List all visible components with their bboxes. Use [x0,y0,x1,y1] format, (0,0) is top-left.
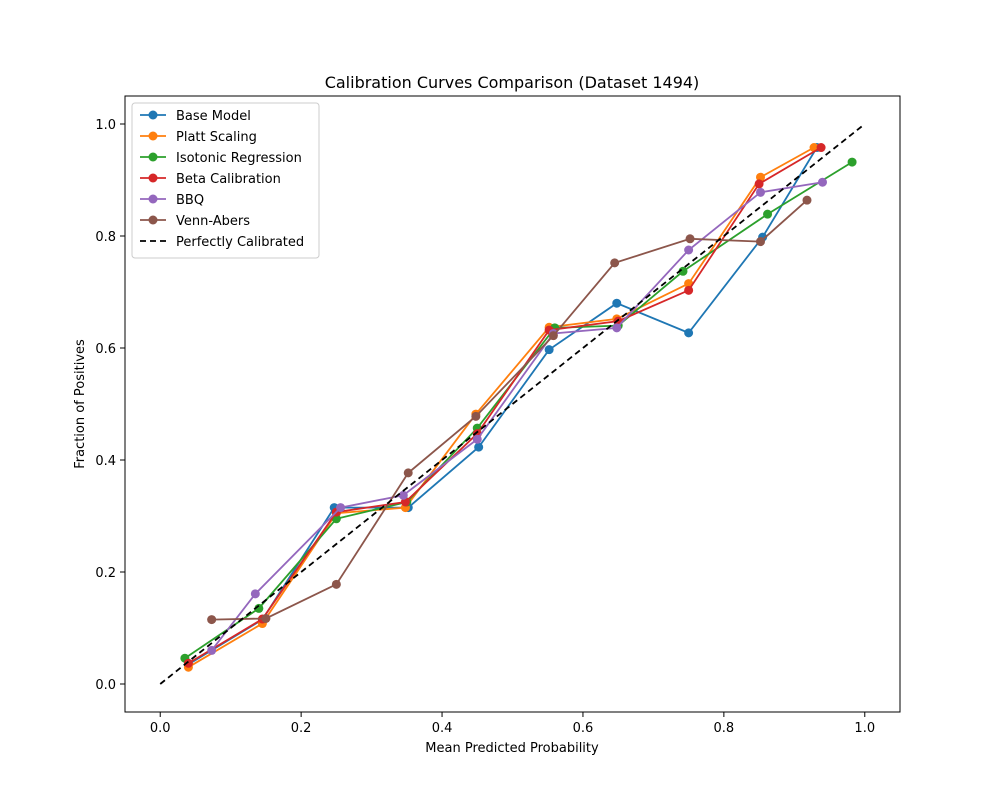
legend-box [131,102,320,259]
data-point [612,323,622,333]
data-point [336,503,346,513]
x-axis-label: Mean Predicted Probability [425,741,599,756]
y-tick-label: 0.2 [95,566,116,581]
x-tick-label: 0.2 [291,721,312,736]
data-point [684,285,694,295]
legend-item: Venn-Abers [140,214,250,229]
legend-label: Platt Scaling [176,130,257,145]
x-tick-label: 0.8 [714,721,735,736]
series-line [210,181,823,651]
data-point [472,434,482,444]
legend-label: Perfectly Calibrated [176,235,304,250]
legend-item: Beta Calibration [140,172,281,187]
series-line [187,146,815,668]
legend-marker [148,110,158,120]
data-point [684,245,694,255]
series-bbq [207,177,827,655]
data-point [548,331,558,341]
data-point [254,603,264,613]
data-point [847,157,857,167]
legend-label: Venn-Abers [176,214,250,229]
series-venn-abers [207,195,812,625]
legend-label: Isotonic Regression [176,151,302,166]
legend-marker [148,173,158,183]
y-tick-label: 0.8 [95,230,116,245]
legend-item: BBQ [140,193,204,208]
y-tick-label: 0.0 [95,678,116,693]
legend-label: BBQ [176,193,204,208]
plot-area: 0.0 0.2 0.4 0.6 0.8 1.0 0.0 0.2 0.4 0.6 0.8 1.0 [95,95,901,736]
legend-item: Platt Scaling [140,130,257,145]
legend-item: Isotonic Regression [140,151,302,166]
chart-title: Calibration Curves Comparison (Dataset 1… [325,73,700,92]
y-tick-label: 1.0 [95,118,116,133]
series-line [211,199,808,621]
x-tick-label: 1.0 [854,721,875,736]
data-point [685,234,695,244]
data-point [207,615,217,625]
legend-marker [148,194,158,204]
data-point [207,645,217,655]
legend-item: Base Model [140,109,251,124]
data-point [816,143,826,153]
data-point [403,468,413,478]
series-line [187,146,822,665]
legend-marker [148,152,158,162]
data-point [398,490,408,500]
x-tick-label: 0.0 [150,721,171,736]
data-point [756,237,765,247]
data-point [471,411,481,421]
legend-label: Beta Calibration [176,172,281,187]
data-point [261,613,271,623]
data-point [331,579,341,589]
data-point [250,589,260,599]
legend: Base Model Platt Scaling Isotonic Regressi… [131,102,320,259]
data-point [678,266,688,276]
legend-marker [148,131,158,141]
data-point [612,298,622,308]
data-point [610,258,620,268]
legend-label: Base Model [176,109,251,124]
legend-marker [148,215,158,225]
y-axis-label: Fraction of Positives [73,339,88,469]
data-point [763,209,773,219]
legend-item: Perfectly Calibrated [140,235,304,250]
data-point [183,658,193,668]
data-point [684,328,694,338]
data-point [756,172,765,182]
data-point [474,442,484,452]
x-tick-label: 0.4 [432,721,453,736]
x-tick-label: 0.6 [573,721,594,736]
data-point [544,345,554,355]
y-tick-label: 0.6 [95,342,116,357]
data-point [818,177,827,187]
data-point [754,179,764,189]
axes-frame [124,95,901,713]
y-tick-label: 0.4 [95,454,116,469]
data-point [802,195,812,205]
data-point [756,187,765,197]
